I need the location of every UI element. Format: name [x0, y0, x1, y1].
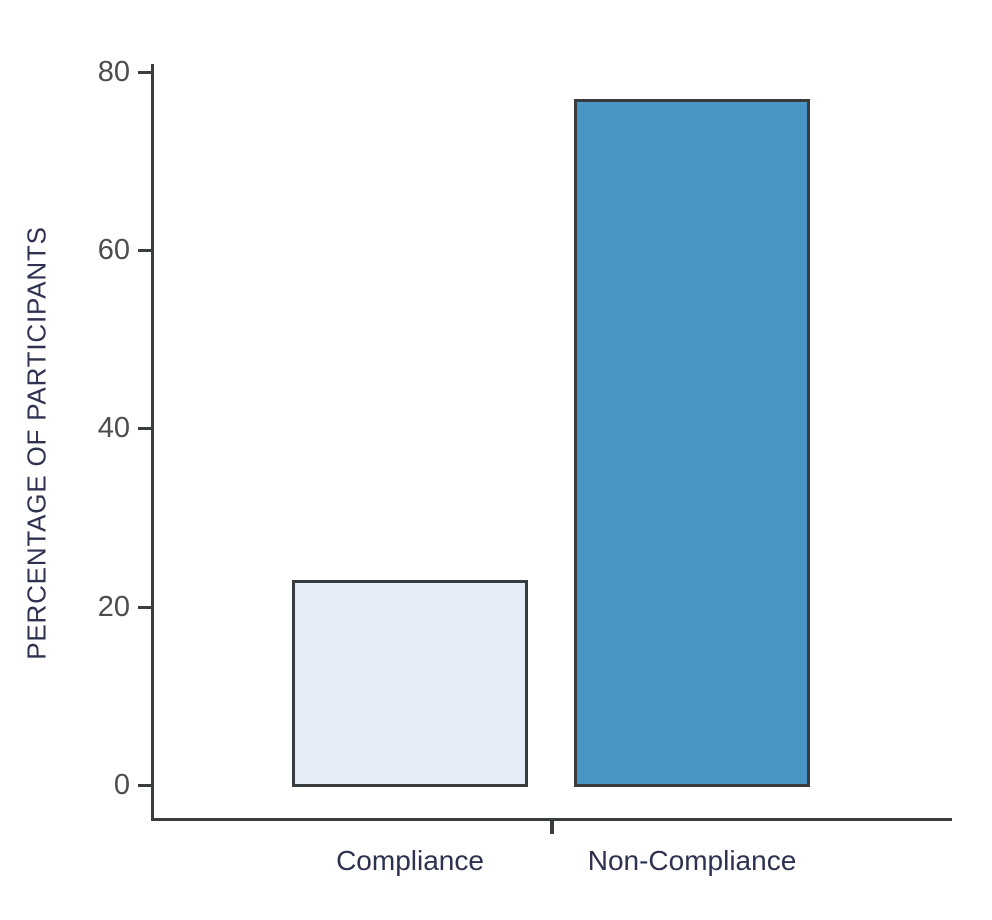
y-axis-line [151, 64, 154, 821]
bar-compliance [292, 580, 528, 787]
y-tick-label: 80 [97, 55, 130, 88]
y-tick-label: 20 [97, 590, 130, 623]
y-tick-mark [138, 427, 151, 431]
y-tick-mark [138, 70, 151, 74]
x-category-label: Compliance [336, 845, 484, 876]
y-tick-label: 0 [113, 769, 130, 801]
x-tick-mark [550, 821, 554, 834]
x-category-label: Non-Compliance [587, 845, 797, 876]
y-tick-mark [138, 248, 151, 252]
y-tick-mark [138, 605, 151, 609]
y-axis-title: PERCENTAGE OF PARTICIPANTS [21, 226, 52, 660]
y-tick-mark [138, 784, 151, 787]
bar-non-compliance [574, 98, 810, 787]
y-tick-label: 60 [97, 233, 130, 266]
y-tick-label: 40 [97, 412, 130, 445]
x-axis-line [151, 818, 952, 821]
